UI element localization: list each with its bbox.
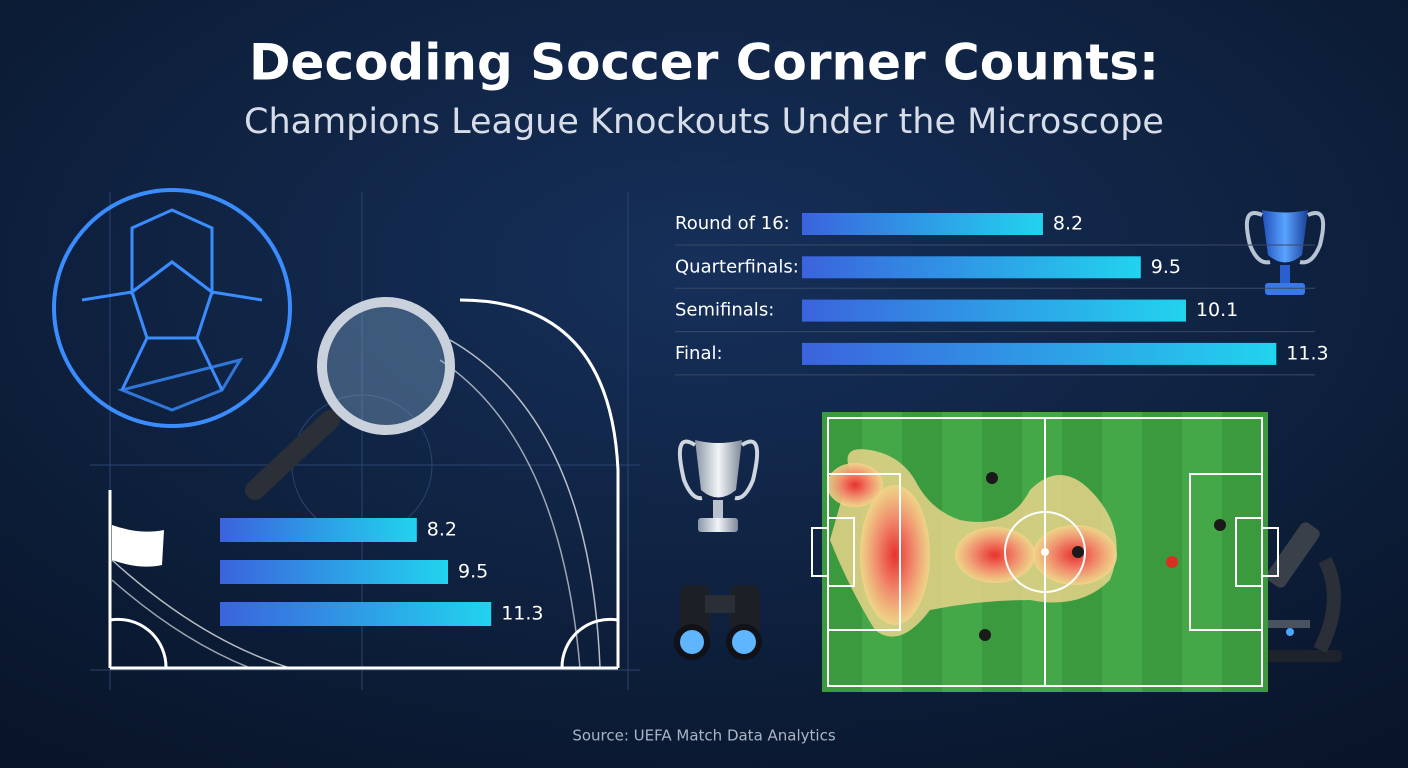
category-label: Semifinals: [675,300,774,321]
bar [220,518,417,542]
value-label: 11.3 [501,603,543,625]
soccer-ball [52,188,292,428]
category-label: Quarterfinals: [675,256,799,277]
pitch [811,412,1279,692]
bar [802,342,1277,365]
magnifier [245,297,455,500]
corner-flag [112,525,164,567]
value-label: 11.3 [1286,342,1328,364]
bar [802,213,1043,235]
value-label: 10.1 [1196,299,1238,321]
binoculars [674,585,762,660]
subtitle: Champions League Knockouts Under the Mic… [244,102,1164,142]
microscope [1250,522,1342,662]
corner-arc [108,298,620,670]
value-label: 8.2 [427,519,457,541]
category-label: Round of 16: [675,213,790,234]
trophy-blue [1245,210,1325,295]
value-label: 9.5 [1151,256,1181,278]
bar [802,256,1141,279]
value-label: 9.5 [458,561,488,583]
bar [220,560,448,584]
category-label: Final: [675,343,723,364]
title: Decoding Soccer Corner Counts: [249,34,1159,92]
bar [220,602,492,626]
source: Source: UEFA Match Data Analytics [572,727,835,745]
value-label: 8.2 [1053,213,1083,235]
bar [802,299,1186,322]
trophy-silver [677,439,760,532]
